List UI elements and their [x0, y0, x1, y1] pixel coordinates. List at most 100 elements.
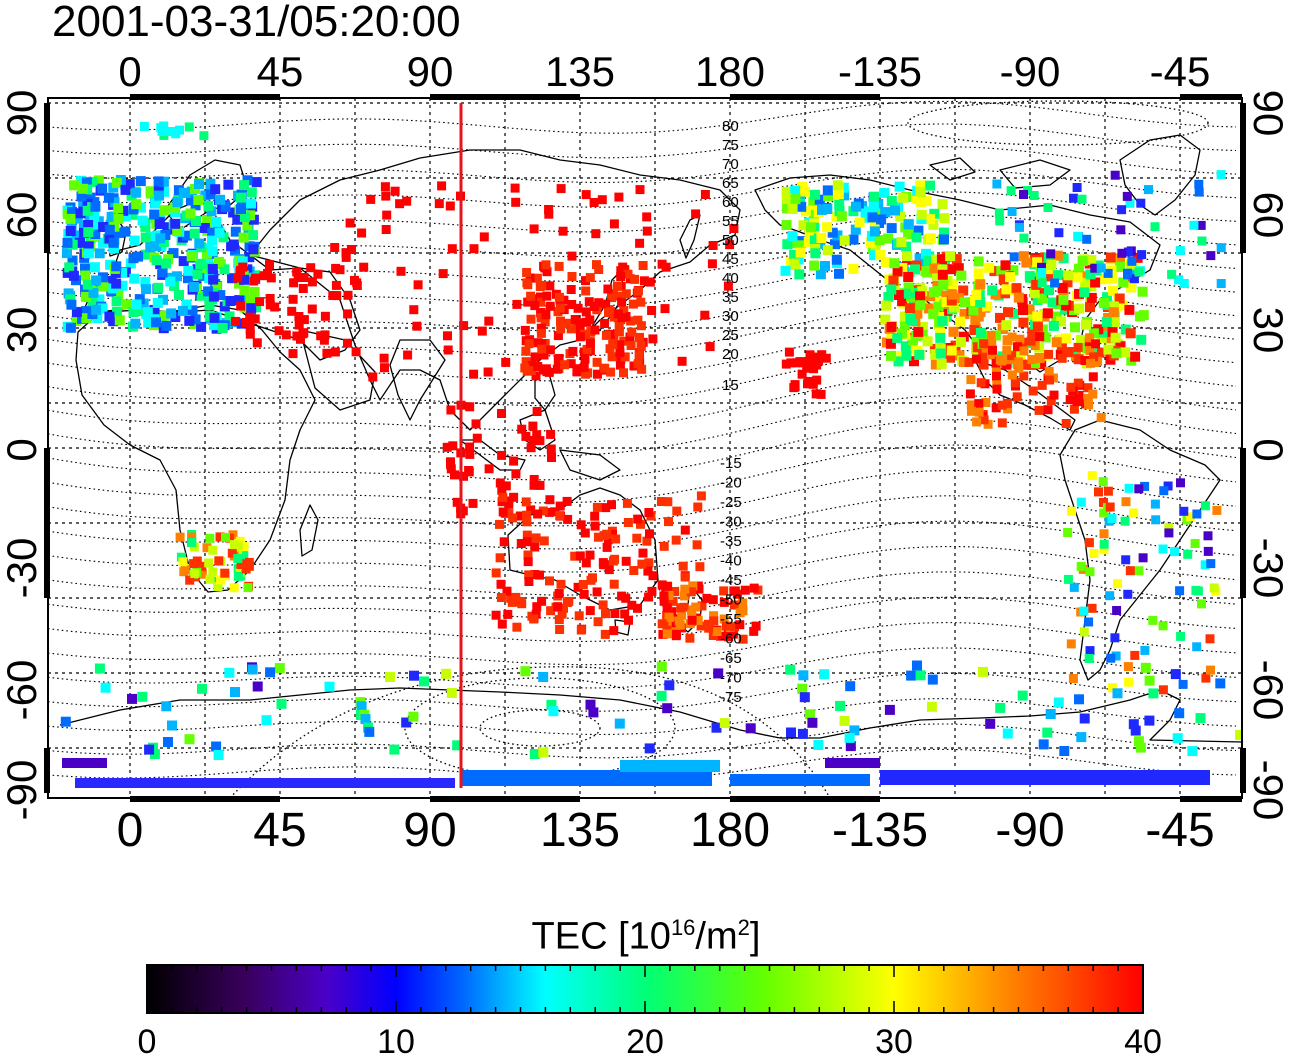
tec-cell: [98, 281, 109, 292]
tec-cell: [172, 197, 183, 208]
tec-cell: [190, 314, 201, 325]
tec-cell: [781, 193, 792, 204]
tec-cell: [1176, 631, 1186, 641]
tec-cell: [541, 310, 551, 320]
tec-cell: [120, 226, 131, 237]
tec-cell: [1066, 639, 1076, 649]
tec-cell: [912, 308, 923, 319]
colorbar-title: TEC [1016/m2]: [0, 906, 1292, 959]
tec-cell: [598, 600, 608, 610]
tec-cell: [535, 436, 545, 446]
tec-cell: [526, 366, 536, 376]
tec-cell: [511, 197, 521, 207]
tec-cell: [446, 464, 456, 474]
tec-cell: [523, 537, 533, 547]
tec-cell: [1015, 222, 1024, 232]
lat-tick-label: -90: [1245, 760, 1292, 821]
tec-cell: [600, 363, 610, 373]
tec-cell: [786, 727, 796, 738]
tec-cell: [692, 540, 702, 550]
lon-tick-label: -135: [832, 804, 928, 857]
tec-cell: [151, 241, 162, 252]
tec-cell: [953, 293, 964, 304]
tec-cell: [959, 297, 970, 308]
tec-cell: [62, 248, 72, 259]
tec-cell: [580, 528, 590, 538]
tec-cell: [320, 311, 330, 321]
tec-cell: [888, 275, 899, 286]
tec-cell: [712, 627, 722, 636]
tec-cell: [1061, 419, 1071, 428]
tec-cell: [913, 326, 924, 337]
tec-cell: [598, 558, 608, 568]
tec-cell: [541, 260, 551, 270]
tec-cell: [181, 230, 192, 241]
tec-cell: [729, 586, 739, 596]
tec-cell: [76, 191, 87, 202]
tec-cell: [928, 308, 939, 319]
tec-cell: [781, 359, 791, 369]
tec-cell: [803, 237, 814, 247]
tec-cell: [238, 232, 249, 243]
tec-cell: [625, 332, 635, 342]
tec-cell: [1125, 566, 1135, 576]
tec-cell: [445, 201, 455, 211]
tec-cell: [972, 354, 981, 364]
tec-cell: [1103, 486, 1113, 496]
tec-cell: [798, 220, 809, 231]
tec-cell: [522, 268, 532, 277]
tec-cell: [579, 362, 589, 372]
tec-cell: [469, 369, 479, 379]
tec-cell: [1049, 390, 1059, 400]
lon-tick-label: 180: [690, 804, 770, 857]
tec-cell: [591, 229, 601, 239]
latitude-axis-right: 90 60 30 0 -30 -60 -90: [1245, 90, 1292, 821]
tec-cell: [1144, 675, 1155, 686]
tec-cell: [975, 297, 986, 308]
tec-cell: [560, 360, 570, 370]
tec-cell: [1002, 728, 1013, 739]
tec-cell: [94, 248, 105, 259]
tec-cell: [533, 509, 543, 519]
tec-cell: [925, 214, 936, 225]
tec-cell: [1099, 529, 1109, 539]
tec-cell: [165, 276, 176, 287]
tec-cell: [576, 520, 586, 530]
tec-band: [880, 770, 1210, 785]
tec-cell: [1006, 186, 1016, 196]
tec-cell: [245, 329, 255, 339]
tec-cell: [524, 577, 534, 586]
tec-cell: [1067, 506, 1076, 516]
lat-tick-label: -60: [1245, 660, 1292, 721]
tec-cell: [1044, 366, 1054, 376]
tec-cell: [1089, 549, 1099, 558]
tec-cell: [914, 349, 925, 360]
tec-cell: [216, 575, 226, 585]
tec-cell: [1098, 477, 1108, 487]
tec-cell: [621, 289, 631, 299]
tec-cell: [1103, 268, 1113, 278]
tec-cell: [343, 290, 353, 300]
tec-cell: [495, 519, 504, 529]
tec-cell: [583, 368, 593, 378]
tec-cell: [955, 337, 966, 347]
tec-cell: [830, 239, 840, 250]
tec-cell: [232, 214, 243, 225]
tec-cell: [530, 352, 540, 362]
lon-tick-label: -45: [1150, 48, 1211, 95]
tec-cell: [532, 602, 542, 612]
tec-cell: [108, 237, 119, 248]
tec-cell: [82, 279, 93, 290]
tec-cell: [854, 217, 865, 228]
lat-tick-label: -30: [1245, 538, 1292, 599]
tec-cell: [554, 261, 564, 271]
tec-cell: [65, 213, 76, 224]
tec-cell: [193, 195, 204, 205]
tec-cell: [248, 244, 259, 255]
tec-cell: [141, 284, 151, 295]
tec-cell: [419, 676, 429, 687]
tec-cell: [676, 603, 686, 613]
tec-cell: [1046, 249, 1056, 259]
tec-cell: [1059, 746, 1070, 756]
tec-cell: [512, 299, 522, 309]
